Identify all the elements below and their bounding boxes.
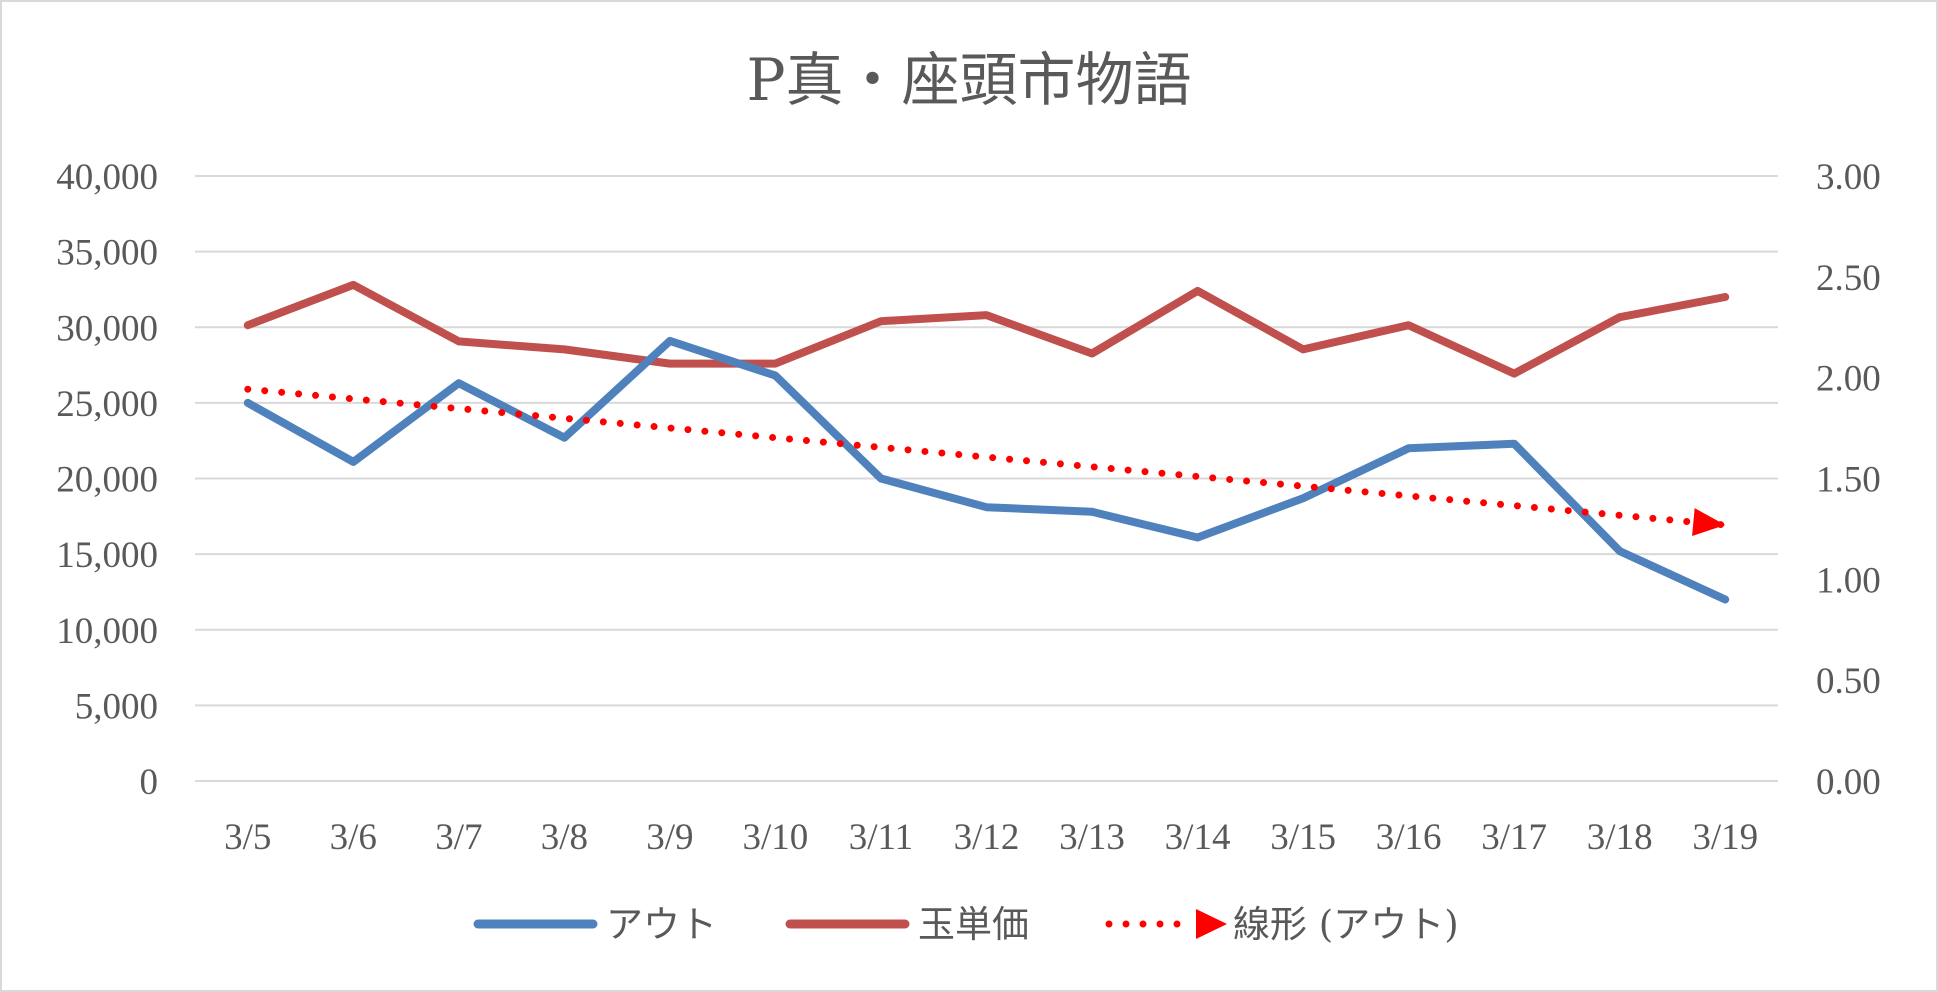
x-tick-label: 3/19 — [1692, 817, 1758, 858]
x-tick-label: 3/5 — [224, 817, 271, 858]
legend: アウト 玉単価 線形 (アウト) — [473, 903, 1459, 946]
x-tick-label: 3/6 — [330, 817, 377, 858]
left-tick-label: 25,000 — [56, 384, 158, 425]
series-line-out — [243, 336, 1730, 604]
x-tick-label: 3/7 — [435, 817, 482, 858]
legend-item-trendline: 線形 (アウト) — [1105, 903, 1459, 946]
x-tick-label: 3/18 — [1587, 817, 1653, 858]
trendline-arrowhead — [1692, 508, 1726, 536]
x-tick-label: 3/17 — [1481, 817, 1547, 858]
right-tick-label: 0.50 — [1816, 661, 1881, 702]
legend-arrow-icon — [1196, 909, 1227, 939]
left-tick-label: 0 — [140, 762, 159, 803]
legend-item-tama-tanka: 玉単価 — [785, 903, 1029, 946]
x-tick-label: 3/13 — [1059, 817, 1125, 858]
series-lines — [243, 280, 1730, 604]
x-tick-label: 3/10 — [743, 817, 809, 858]
right-tick-label: 0.00 — [1816, 762, 1881, 803]
left-tick-label: 20,000 — [56, 460, 158, 501]
right-axis-ticks: 0.00 0.50 1.00 1.50 2.00 2.50 3.00 — [1816, 157, 1881, 803]
left-tick-label: 15,000 — [56, 535, 158, 576]
left-tick-label: 40,000 — [56, 157, 158, 198]
right-tick-label: 1.50 — [1816, 460, 1881, 501]
legend-item-out: アウト — [473, 903, 717, 946]
chart-title: P真・座頭市物語 — [746, 46, 1191, 114]
gridlines — [195, 175, 1778, 782]
left-axis-ticks: 0 5,000 10,000 15,000 20,000 25,000 30,000 35,0… — [56, 157, 158, 803]
legend-label: 線形 (アウト) — [1233, 903, 1459, 946]
right-tick-label: 2.50 — [1816, 258, 1881, 299]
right-tick-label: 3.00 — [1816, 157, 1881, 198]
x-tick-label: 3/9 — [646, 817, 693, 858]
legend-label: 玉単価 — [918, 903, 1029, 946]
x-axis-ticks: 3/5 3/6 3/7 3/8 3/9 3/10 3/11 3/12 3/13 3/14 3/15 3… — [224, 817, 1758, 858]
right-tick-label: 2.00 — [1816, 359, 1881, 400]
right-tick-label: 1.00 — [1816, 560, 1881, 601]
x-tick-label: 3/16 — [1376, 817, 1442, 858]
x-tick-label: 3/11 — [849, 817, 913, 858]
series-line-tama-tanka — [243, 280, 1730, 378]
left-tick-label: 10,000 — [56, 611, 158, 652]
left-tick-label: 30,000 — [56, 308, 158, 349]
left-tick-label: 5,000 — [75, 686, 158, 727]
legend-label: アウト — [606, 903, 717, 946]
x-tick-label: 3/14 — [1165, 817, 1231, 858]
left-tick-label: 35,000 — [56, 233, 158, 274]
x-tick-label: 3/12 — [954, 817, 1020, 858]
x-tick-label: 3/8 — [541, 817, 588, 858]
x-tick-label: 3/15 — [1270, 817, 1336, 858]
